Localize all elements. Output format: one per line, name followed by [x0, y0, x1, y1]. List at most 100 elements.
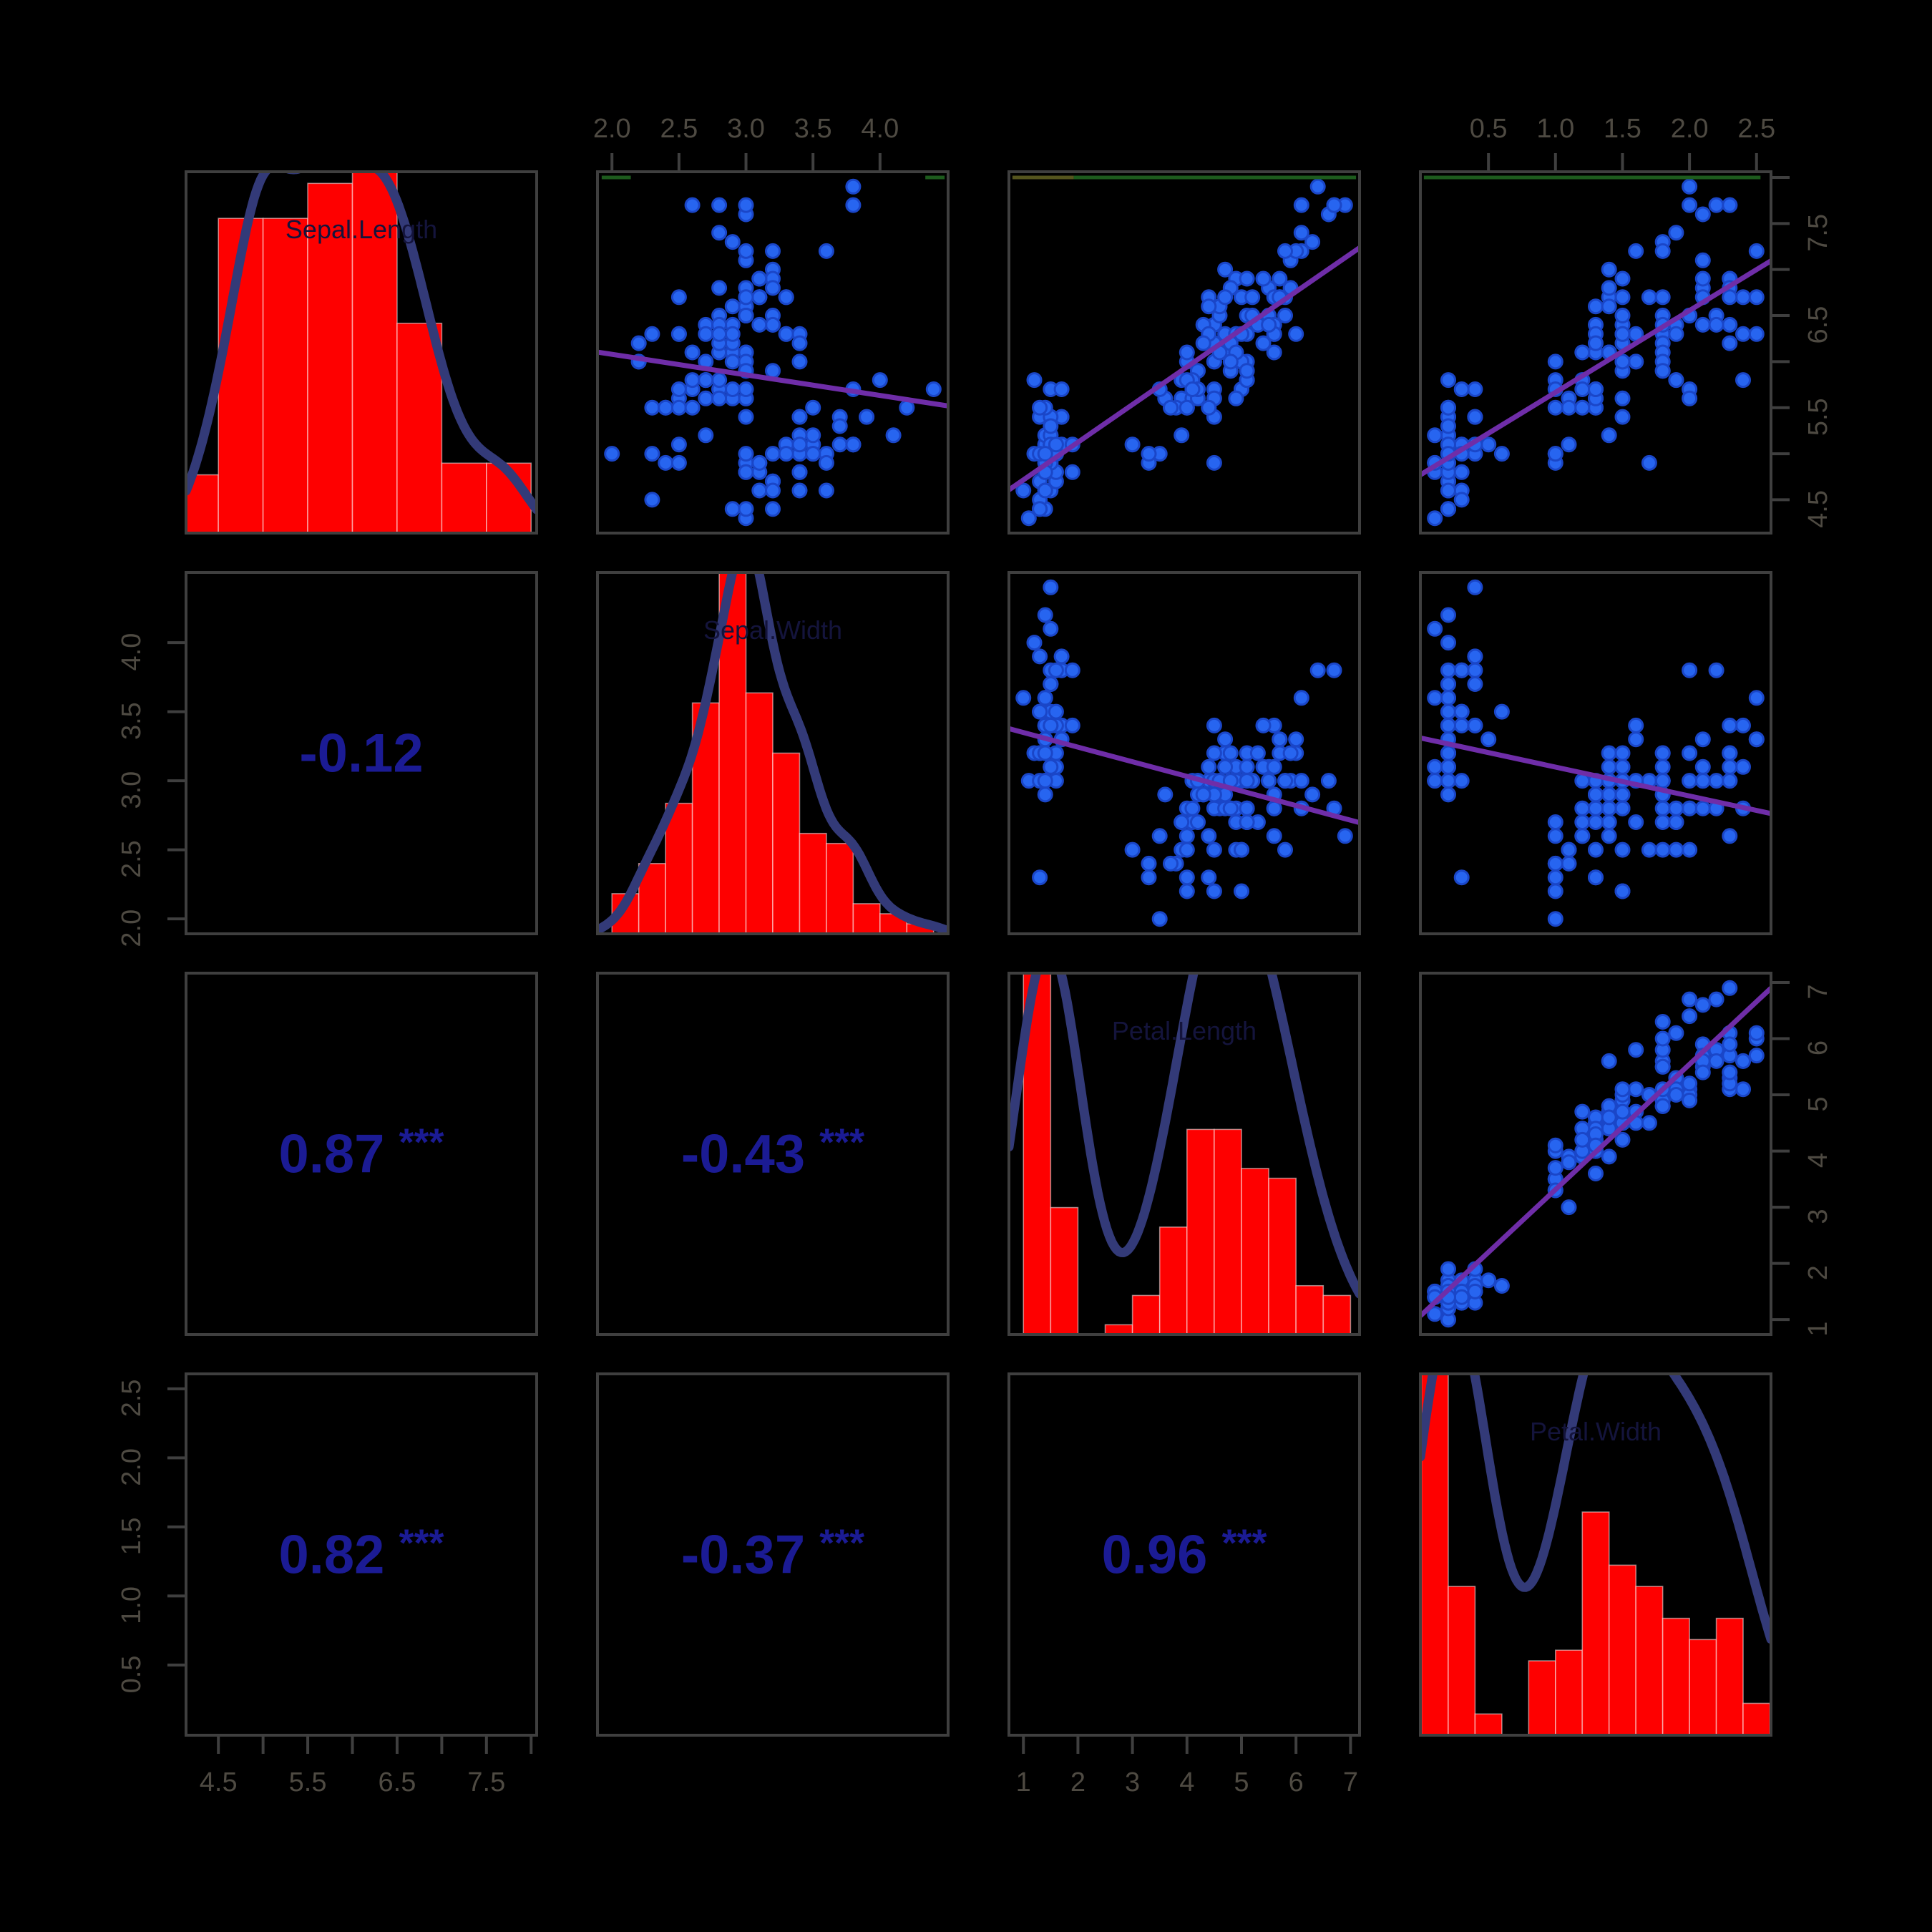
scatter-points [1427, 579, 1765, 927]
axis-tick-label: 2.5 [117, 840, 147, 878]
axis-tick-label: 2 [1070, 1767, 1085, 1797]
hist-bar [441, 462, 487, 533]
axis-tick-label: 2.0 [1671, 114, 1709, 144]
axis-tick-label: 5 [1803, 1096, 1833, 1111]
hist-bar [852, 903, 881, 934]
hist-bar [1295, 1284, 1324, 1335]
hist-bar [1608, 1564, 1636, 1735]
hist-bar [826, 842, 854, 934]
axis-tick-label: 6.5 [1803, 306, 1833, 344]
scatter-points [604, 178, 942, 527]
diag-variable-label: Petal.Length [1112, 1016, 1257, 1045]
panel-box-r1c3 [1419, 571, 1772, 935]
axis-tick-label: 4.5 [1803, 490, 1833, 528]
hist-bar [1050, 1206, 1079, 1335]
fit-line [1009, 726, 1360, 826]
correlation-value: -0.37 *** [681, 1522, 864, 1586]
axis-tick-label: 1.0 [117, 1586, 147, 1624]
panel-box-r2c0 [185, 972, 538, 1336]
axis-tick-label: 7 [1343, 1767, 1358, 1797]
axis-tick-label: 1.5 [117, 1517, 147, 1555]
hist-bar [1448, 1586, 1476, 1735]
fit-line [1420, 258, 1771, 477]
hist-bar [665, 802, 693, 934]
significance-stars: *** [819, 1121, 864, 1164]
axis-tick-label: 4 [1803, 1153, 1833, 1168]
diag-variable-label: Petal.Width [1530, 1417, 1662, 1446]
axis-tick-label: 5 [1234, 1767, 1249, 1797]
hist-bar [1528, 1660, 1556, 1735]
panel-scatter-Sepal.Length-vs-Sepal.Width [597, 178, 948, 527]
significance-stars: *** [399, 1121, 444, 1164]
panel-scatter-Sepal.Length-vs-Petal.Length [1009, 178, 1360, 527]
panel-scatter-Petal.Length-vs-Petal.Width [1420, 980, 1771, 1328]
panel-box-r1c2 [1008, 571, 1361, 935]
axis-tick-label: 1 [1803, 1322, 1833, 1337]
hist-bar [772, 752, 801, 934]
significance-stars: *** [819, 1522, 864, 1565]
density-curve [186, 172, 537, 514]
axis-tick-label: 3.5 [794, 114, 832, 144]
hist-bar [1268, 1177, 1297, 1335]
hist-bar [1581, 1511, 1610, 1735]
axis-tick-label: 7.5 [467, 1767, 505, 1797]
hist-bar [799, 832, 827, 934]
correlation-value: 0.96 *** [1102, 1522, 1267, 1586]
axis-tick-label: 2.5 [1737, 114, 1775, 144]
correlation-value: 0.87 *** [279, 1121, 444, 1185]
hist-bar [1689, 1639, 1717, 1735]
panel-box-r2c3 [1419, 972, 1772, 1336]
panel-box-r3c1 [596, 1372, 950, 1737]
hist-bar [396, 322, 443, 533]
density-curve [1420, 1374, 1771, 1644]
hist-bar [1131, 1294, 1161, 1335]
correlation-value: -0.12 [299, 723, 423, 784]
hist-bar [262, 218, 308, 533]
density-curve [597, 572, 948, 934]
axis-tick-label: 4.0 [117, 633, 147, 671]
axis-tick-label: 1 [1016, 1767, 1031, 1797]
axis-tick-label: 7.5 [1803, 214, 1833, 252]
fit-line [1420, 735, 1771, 816]
correlation-value: -0.43 *** [681, 1121, 864, 1185]
axis-tick-label: 6.5 [379, 1767, 416, 1797]
density-curve [1009, 973, 1360, 1299]
hist-bar [1742, 1702, 1771, 1735]
panel-scatter-Sepal.Width-vs-Petal.Length [1009, 579, 1360, 927]
axes: 2.0 2.5 3.0 3.5 4.0 0.5 1.0 1.5 2.0 2.5 4.5 5.5 6.5 7… [117, 114, 1833, 1797]
diag-variable-label: Sepal.Length [286, 215, 437, 244]
hist-bar [1715, 1617, 1744, 1735]
panel-box-r3c3 [1419, 1372, 1772, 1737]
hist-bar [1186, 1128, 1215, 1335]
axis-tick-label: 2.5 [660, 114, 698, 144]
hist-bar [1474, 1713, 1503, 1735]
panel-box-r3c2 [1008, 1372, 1361, 1737]
axis-tick-label: 5.5 [1803, 398, 1833, 436]
hist-bar [1635, 1586, 1664, 1735]
axis-tick-label: 2 [1803, 1265, 1833, 1280]
panel-hist-Sepal.Width [597, 572, 948, 934]
panel-box-r0c2 [1008, 170, 1361, 535]
axis-tick-label: 3 [1803, 1209, 1833, 1224]
panel-box-r0c0 [185, 170, 538, 535]
axis-tick-label: 4.0 [861, 114, 899, 144]
axis-tick-label: 0.5 [117, 1656, 147, 1694]
axis-tick-label: 7 [1803, 984, 1833, 999]
hist-bar [1662, 1617, 1690, 1735]
panel-scatter-Sepal.Width-vs-Petal.Width [1420, 579, 1771, 927]
axis-tick-label: 2.5 [117, 1379, 147, 1417]
axis-tick-label: 1.0 [1536, 114, 1574, 144]
hist-bar [1555, 1649, 1584, 1735]
axis-tick-label: 6 [1289, 1767, 1304, 1797]
significance-stars: *** [1221, 1522, 1267, 1565]
diag-variable-label: Sepal.Width [703, 615, 842, 645]
hist-bar [745, 692, 774, 934]
panel-box-r0c3 [1419, 170, 1772, 535]
panel-box-r3c0 [185, 1372, 538, 1737]
panel-box-r1c1 [596, 571, 950, 935]
scatter-points [1015, 579, 1353, 927]
axis-tick-label: 3.5 [117, 702, 147, 740]
axis-tick-label: 2.0 [593, 114, 631, 144]
